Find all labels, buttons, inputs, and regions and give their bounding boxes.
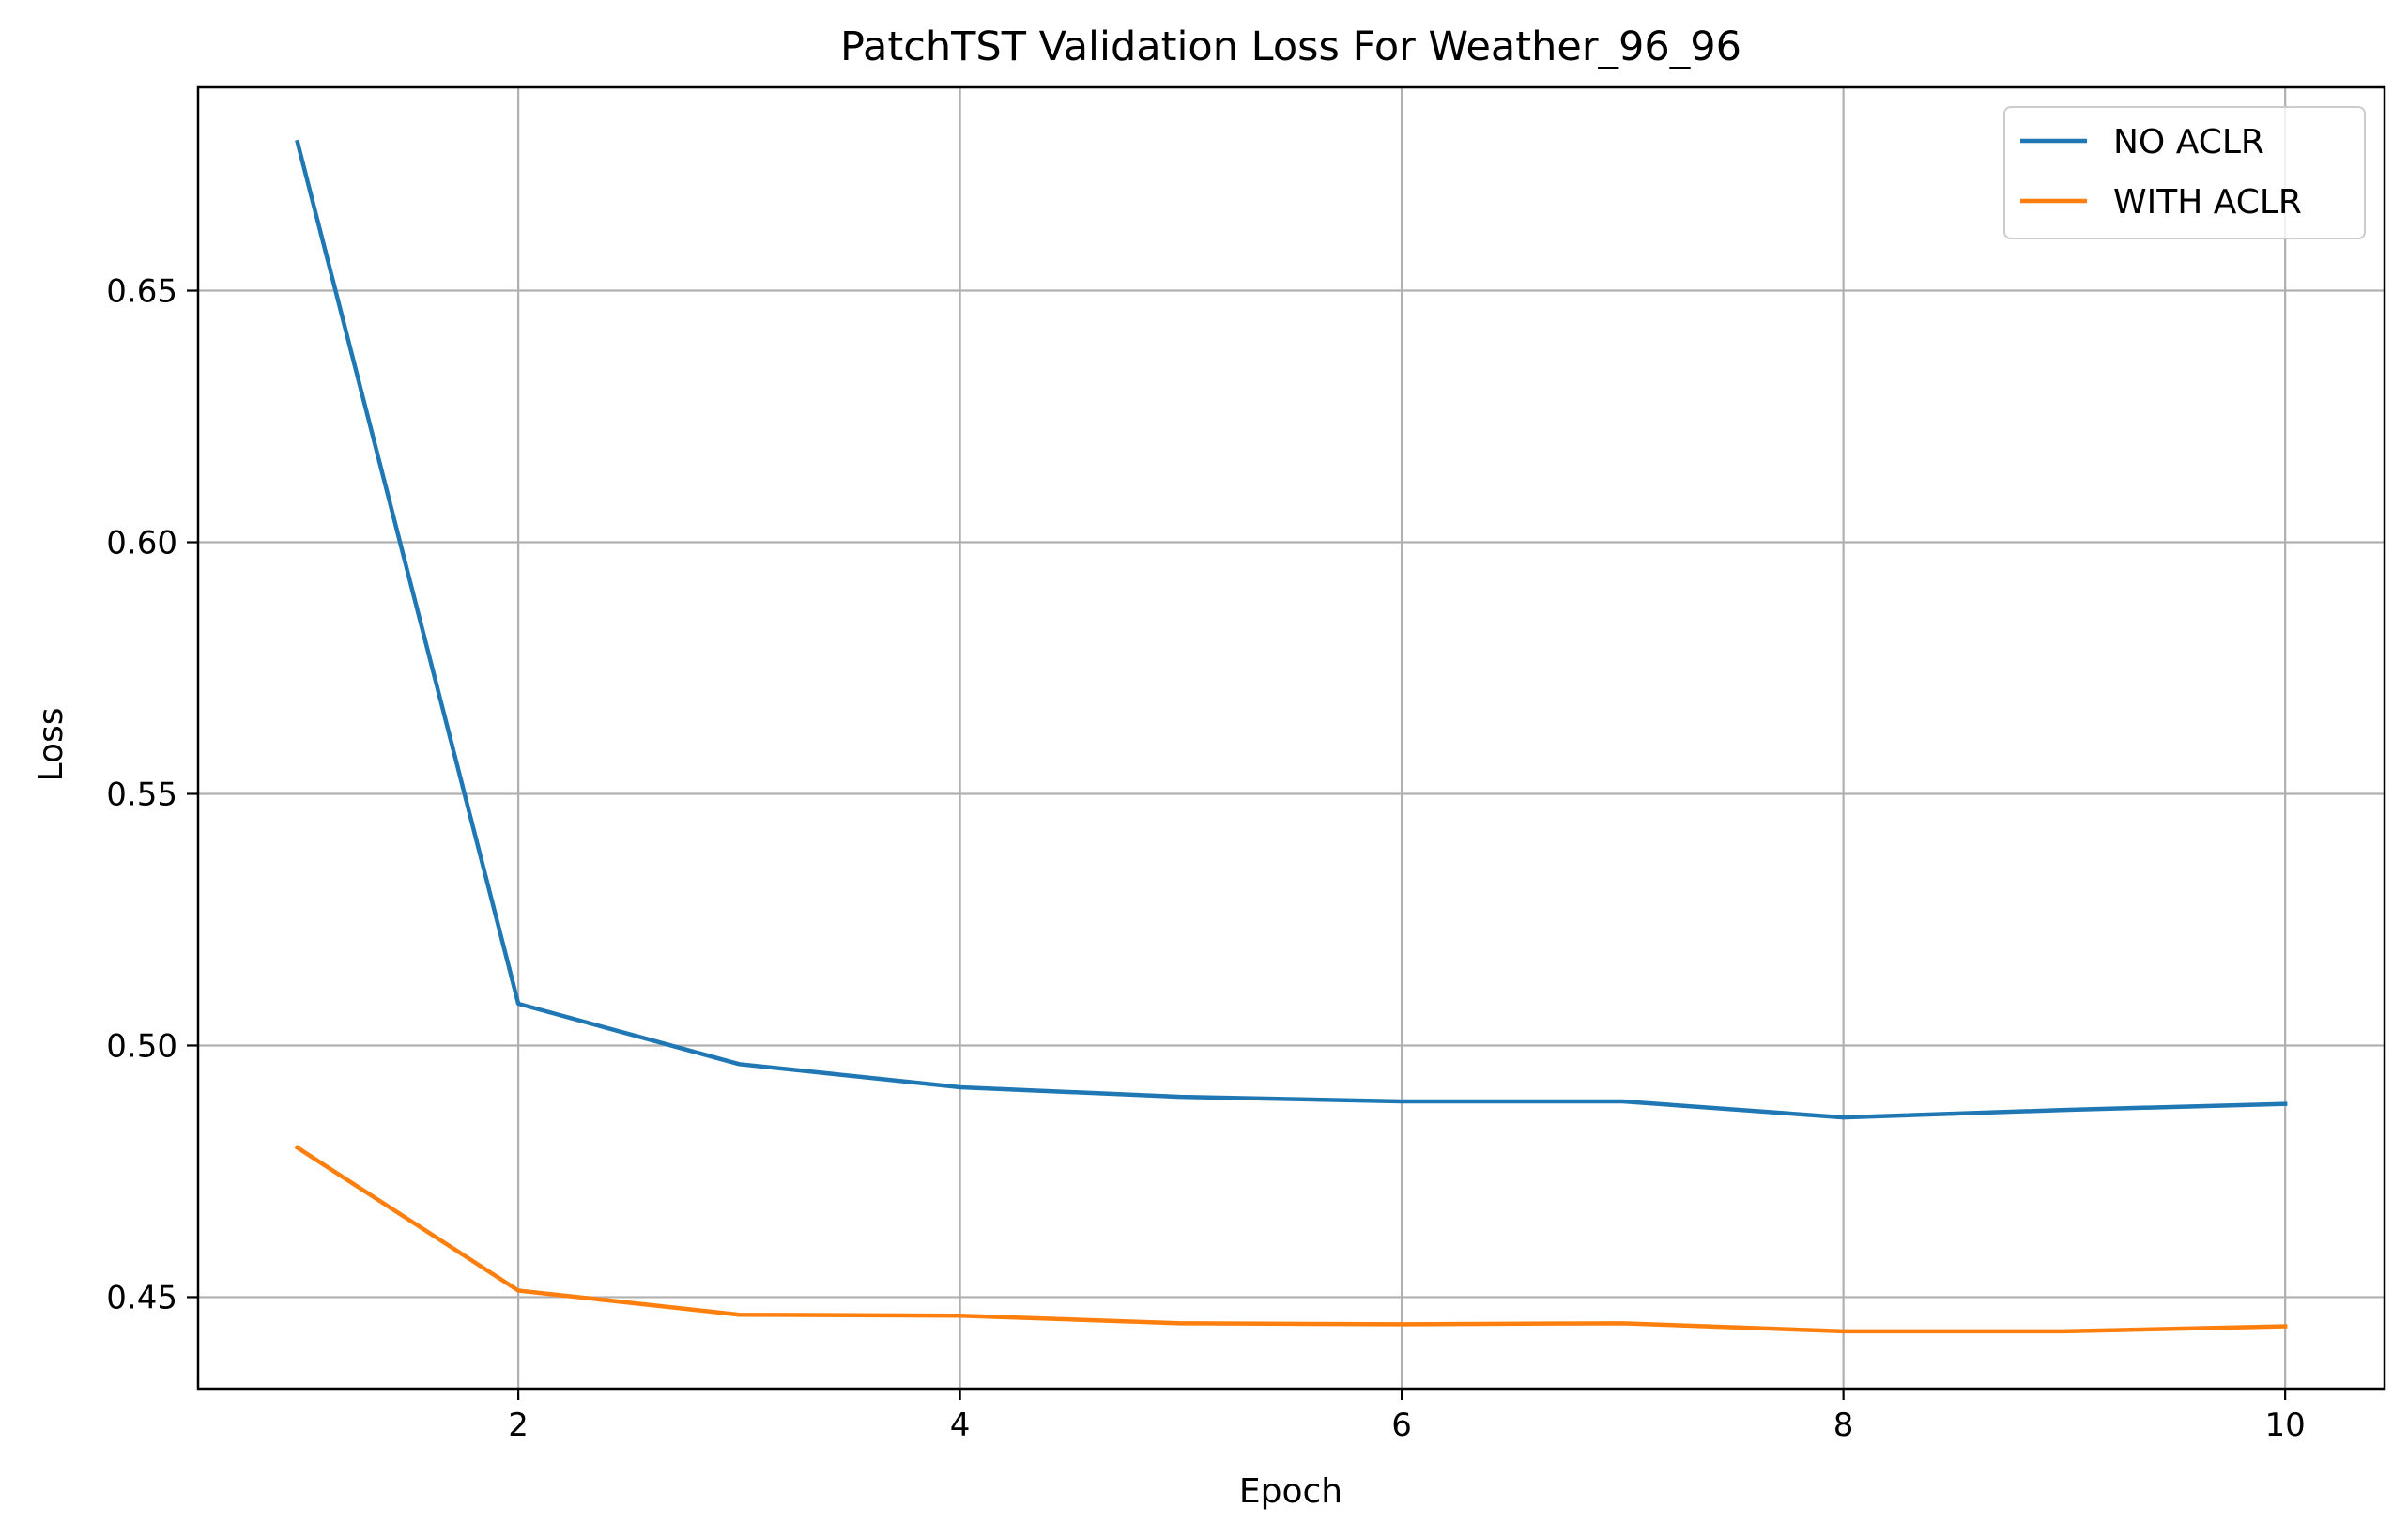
x-tick-label: 10 — [2265, 1407, 2306, 1444]
series-line-0 — [295, 139, 2288, 1120]
x-tick-label: 8 — [1833, 1407, 1854, 1444]
legend-label: WITH ACLR — [2113, 183, 2302, 222]
y-tick-label: 0.65 — [106, 273, 177, 311]
y-tick-label: 0.60 — [106, 525, 177, 562]
y-tick-label: 0.45 — [106, 1279, 177, 1316]
legend: NO ACLR WITH ACLR — [2003, 106, 2366, 239]
y-tick-label: 0.50 — [106, 1027, 177, 1065]
legend-box — [2003, 106, 2366, 239]
chart-title: PatchTST Validation Loss For Weather_96_… — [840, 23, 1741, 70]
x-axis-label: Epoch — [1239, 1472, 1342, 1511]
grid-lines — [198, 87, 2385, 1389]
plot-frame — [196, 85, 2386, 1391]
x-tick-label: 4 — [950, 1407, 971, 1444]
legend-label: NO ACLR — [2113, 123, 2264, 161]
series-lines — [294, 139, 2288, 1334]
y-tick-label: 0.55 — [106, 776, 177, 813]
series-line-1 — [294, 1145, 2288, 1334]
axis-ticks: 2 4 6 8 10 0.45 0.50 0.55 0.60 0.65 — [106, 273, 2305, 1444]
y-axis-label: Loss — [32, 708, 70, 782]
x-tick-label: 2 — [508, 1407, 529, 1444]
x-tick-label: 6 — [1391, 1407, 1412, 1444]
